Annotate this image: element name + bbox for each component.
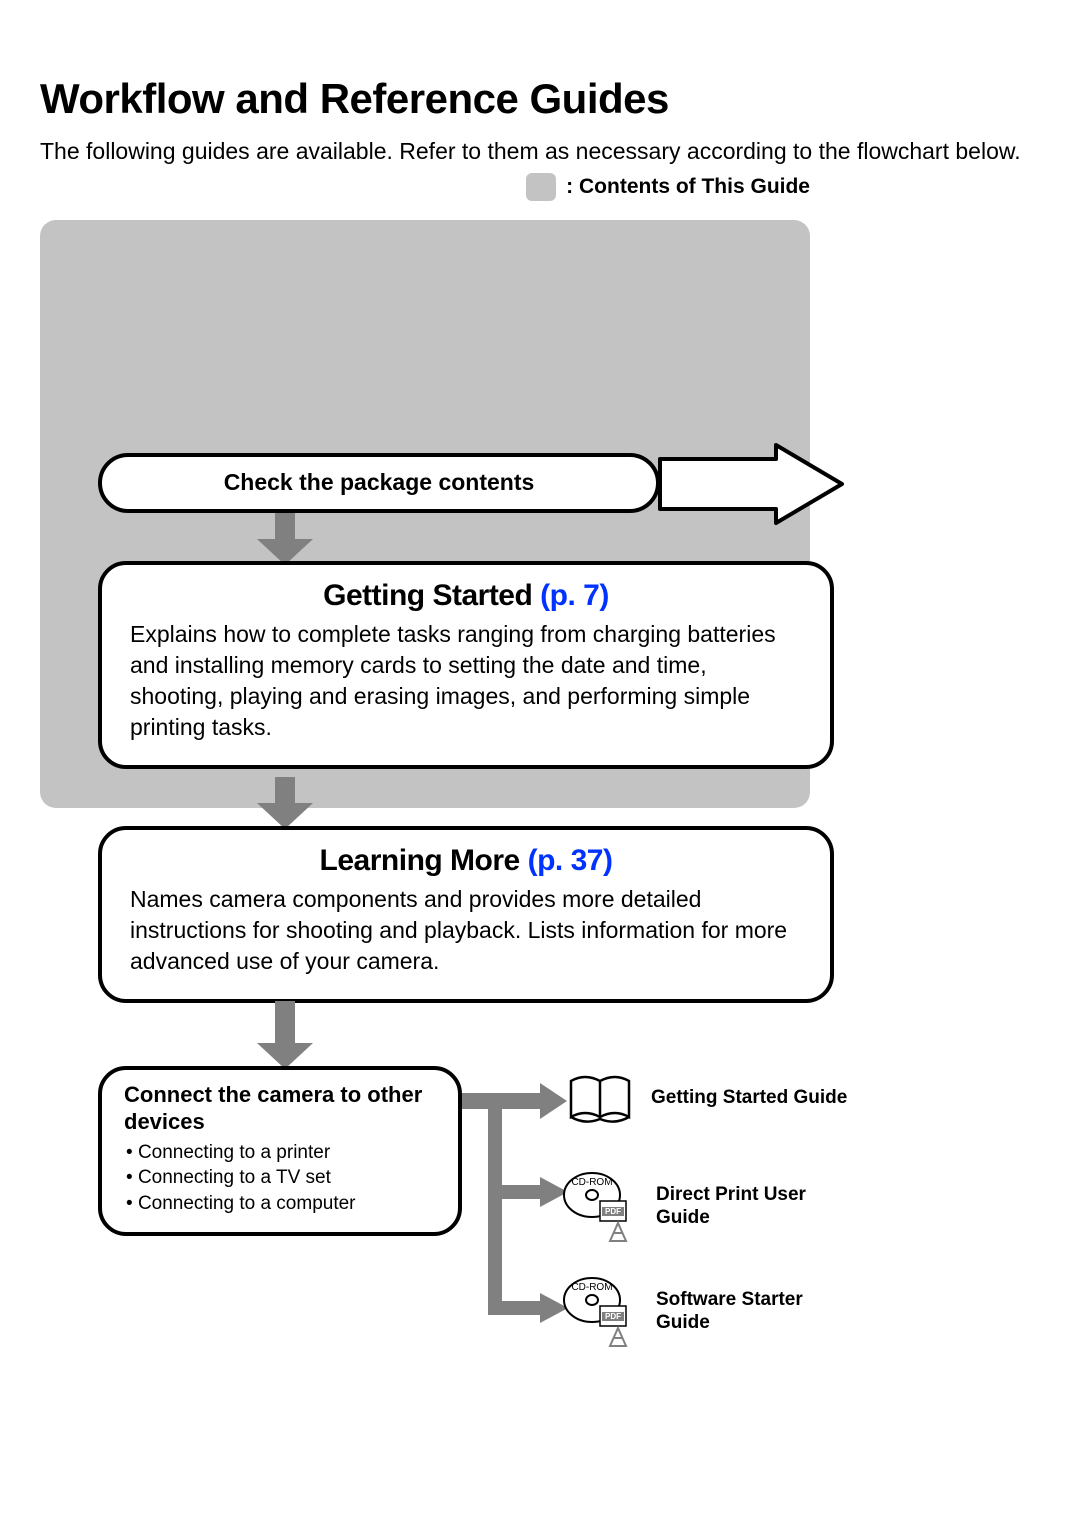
learning-more-heading: Learning More (p. 37) (130, 844, 802, 878)
getting-started-title: Getting Started (323, 579, 532, 612)
guide-software-starter-label: Software Starter Guide (656, 1289, 856, 1335)
getting-started-page-ref[interactable]: (p. 7) (540, 579, 609, 612)
cdrom-pdf-icon: CD-ROM PDF (560, 1276, 640, 1348)
step-check-package: Check the package contents (98, 453, 660, 513)
arrow-right-icon (656, 441, 846, 527)
arrow-down-icon (257, 513, 313, 565)
cdrom-label: CD-ROM (571, 1177, 612, 1188)
learning-more-desc: Names camera components and provides mor… (130, 884, 802, 977)
box-connect: Connect the camera to other devices Conn… (98, 1066, 462, 1237)
pdf-label: PDF (605, 1312, 621, 1321)
cdrom-label: CD-ROM (571, 1282, 612, 1293)
guide-direct-print: CD-ROM PDF Direct Print User Guide (560, 1171, 856, 1243)
box-getting-started: Getting Started (p. 7) Explains how to c… (98, 561, 834, 769)
guide-software-starter: CD-ROM PDF Software Starter Guide (560, 1276, 856, 1348)
connect-list: Connecting to a printer Connecting to a … (124, 1140, 438, 1217)
book-icon (565, 1071, 635, 1127)
connect-item: Connecting to a computer (126, 1191, 438, 1217)
page-title: Workflow and Reference Guides (40, 75, 1040, 123)
getting-started-desc: Explains how to complete tasks ranging f… (130, 619, 802, 743)
intro-text: The following guides are available. Refe… (40, 137, 1040, 167)
arrow-down-icon (257, 777, 313, 829)
pdf-label: PDF (605, 1207, 621, 1216)
cdrom-pdf-icon: CD-ROM PDF (560, 1171, 640, 1243)
connect-title: Connect the camera to other devices (124, 1082, 438, 1136)
legend: : Contents of This Guide (40, 173, 1040, 201)
arrow-down-icon (257, 1001, 313, 1069)
box-learning-more: Learning More (p. 37) Names camera compo… (98, 826, 834, 1003)
legend-swatch (526, 173, 556, 201)
guide-getting-started-label: Getting Started Guide (651, 1087, 847, 1110)
getting-started-heading: Getting Started (p. 7) (130, 579, 802, 613)
connect-item: Connecting to a TV set (126, 1165, 438, 1191)
step-check-package-label: Check the package contents (224, 469, 535, 496)
guide-getting-started: Getting Started Guide (565, 1071, 847, 1127)
learning-more-title: Learning More (320, 844, 520, 877)
guide-direct-print-label: Direct Print User Guide (656, 1184, 856, 1230)
learning-more-page-ref[interactable]: (p. 37) (528, 844, 613, 877)
legend-label: : Contents of This Guide (566, 175, 810, 199)
connect-item: Connecting to a printer (126, 1140, 438, 1166)
branch-line (488, 1107, 568, 1327)
